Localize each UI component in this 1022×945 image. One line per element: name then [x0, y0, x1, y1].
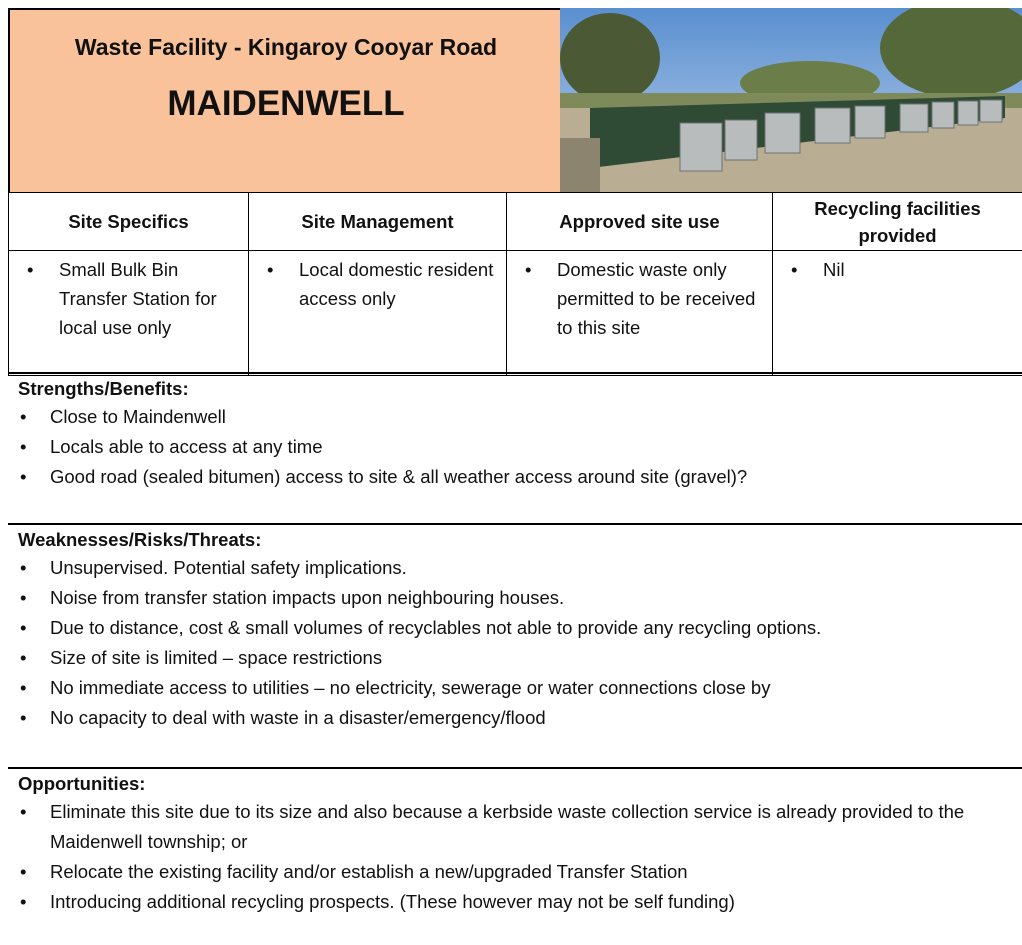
cell-bullet-item: Local domestic resident access only: [249, 255, 500, 313]
cell-bullet-item: Domestic waste only permitted to be rece…: [507, 255, 766, 342]
section-heading: Strengths/Benefits:: [8, 376, 1022, 402]
column-header: Approved site use: [507, 193, 773, 251]
bullet-item: Good road (sealed bitumen) access to sit…: [8, 462, 980, 492]
cell-bullet-item: Small Bulk Bin Transfer Station for loca…: [9, 255, 242, 342]
table-row: Small Bulk Bin Transfer Station for loca…: [9, 251, 1022, 376]
bullet-item: Close to Maindenwell: [8, 402, 980, 432]
table-cell: Domestic waste only permitted to be rece…: [507, 251, 773, 376]
bullet-item: Unsupervised. Potential safety implicati…: [8, 553, 980, 583]
table-body: Small Bulk Bin Transfer Station for loca…: [9, 251, 1022, 376]
bullet-item: Relocate the existing facility and/or es…: [8, 857, 980, 887]
header-subtitle: MAIDENWELL: [10, 84, 562, 124]
section-heading: Opportunities:: [8, 771, 1022, 797]
bullet-item: Due to distance, cost & small volumes of…: [8, 613, 980, 643]
section: Weaknesses/Risks/Threats:Unsupervised. P…: [8, 523, 1022, 767]
bullet-item: Locals able to access at any time: [8, 432, 980, 462]
section-heading: Weaknesses/Risks/Threats:: [8, 527, 1022, 553]
section: Opportunities:Eliminate this site due to…: [8, 767, 1022, 945]
section: Strengths/Benefits:Close to MaindenwellL…: [8, 372, 1022, 523]
column-header: Recycling facilities provided: [773, 193, 1022, 251]
bullet-item: Noise from transfer station impacts upon…: [8, 583, 980, 613]
header-title: Waste Facility - Kingaroy Cooyar Road: [10, 34, 562, 61]
page: Waste Facility - Kingaroy Cooyar Road MA…: [0, 0, 1022, 945]
bullet-item: Introducing additional recycling prospec…: [8, 887, 980, 917]
column-header: Site Management: [249, 193, 507, 251]
table-cell: Nil: [773, 251, 1022, 376]
header-box: Waste Facility - Kingaroy Cooyar Road MA…: [8, 8, 560, 192]
bullet-item: No capacity to deal with waste in a disa…: [8, 703, 980, 733]
cell-bullet-item: Nil: [773, 255, 1016, 284]
bullet-item: Size of site is limited – space restrict…: [8, 643, 980, 673]
site-photo: [560, 8, 1022, 192]
table-cell: Local domestic resident access only: [249, 251, 507, 376]
column-header: Site Specifics: [9, 193, 249, 251]
bullet-item: No immediate access to utilities – no el…: [8, 673, 980, 703]
table-cell: Small Bulk Bin Transfer Station for loca…: [9, 251, 249, 376]
bullet-item: Eliminate this site due to its size and …: [8, 797, 980, 857]
